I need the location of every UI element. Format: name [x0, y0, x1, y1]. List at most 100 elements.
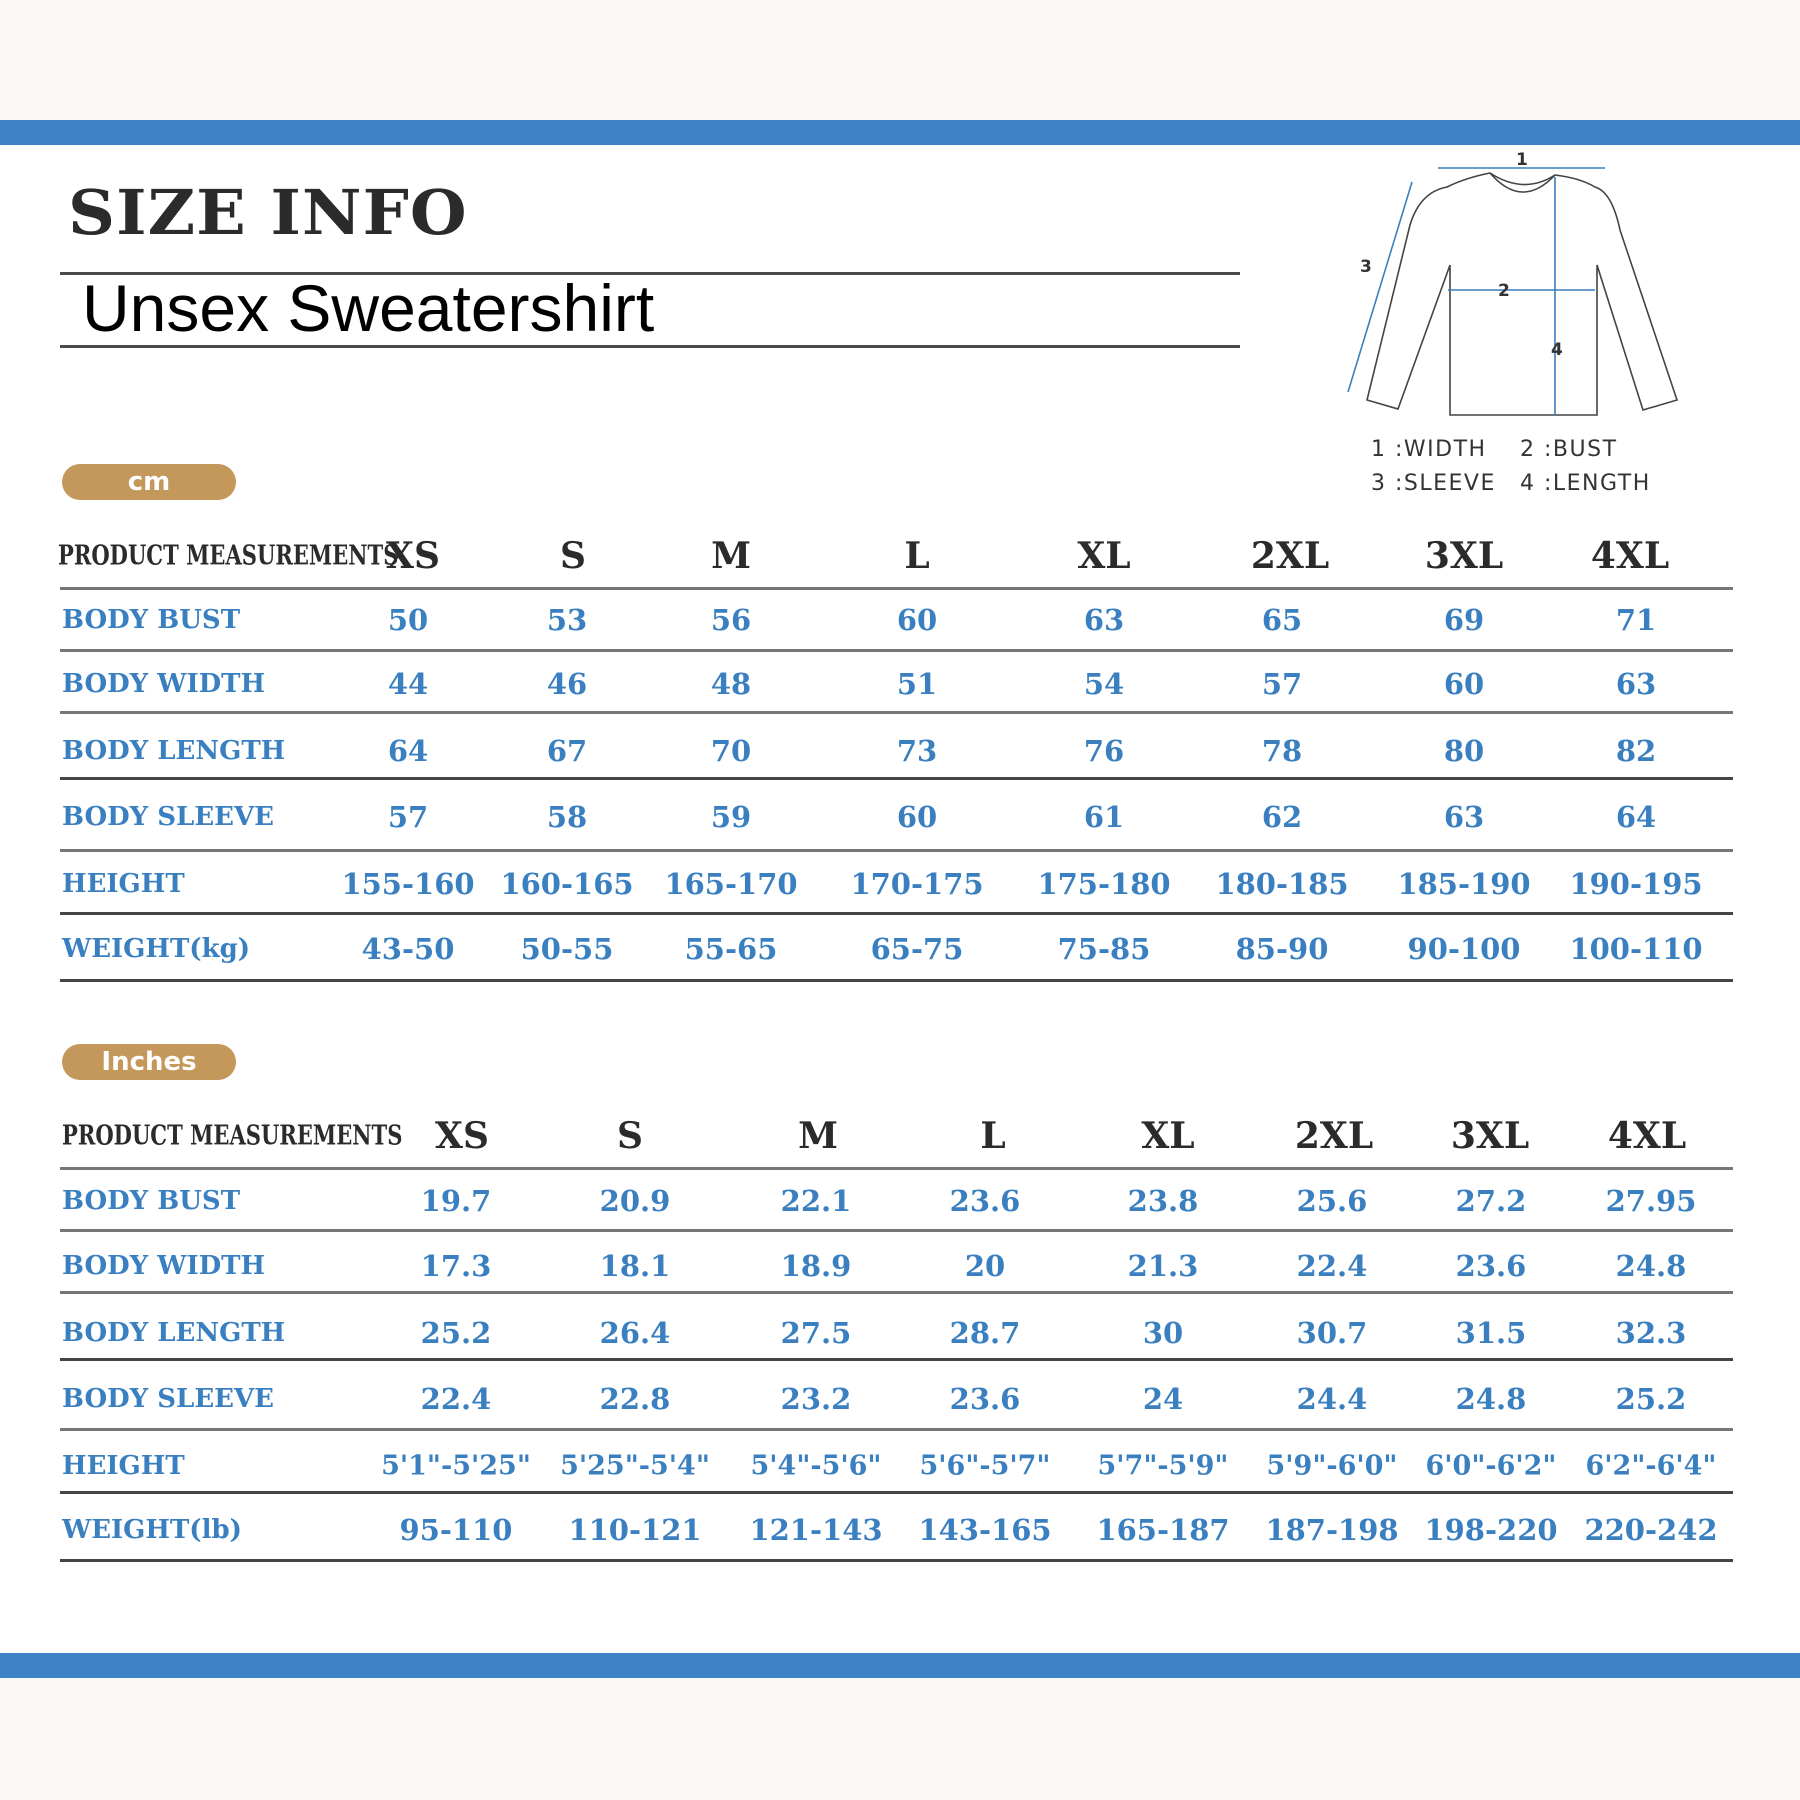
table-cell: 100-110 — [1569, 932, 1703, 966]
row-divider — [60, 849, 1733, 852]
table-cell: 5'6"-5'7" — [919, 1450, 1051, 1482]
page-background — [0, 145, 1800, 1653]
table-cell: 198-220 — [1424, 1513, 1558, 1547]
table-cell: 64 — [1615, 800, 1657, 834]
marker-4: 4 — [1551, 340, 1563, 360]
row-divider — [60, 1559, 1733, 1562]
row-label-body-bust: BODY BUST — [62, 605, 241, 635]
row-label-body-width: BODY WIDTH — [62, 669, 266, 699]
table-cell: 19.7 — [420, 1184, 492, 1218]
table-cell: 67 — [546, 734, 588, 768]
size-header-m: M — [711, 535, 751, 577]
row-divider — [60, 649, 1733, 652]
table-cell: 25.6 — [1296, 1184, 1368, 1218]
table-cell: 165-170 — [664, 867, 798, 901]
table-cell: 24 — [1142, 1382, 1184, 1416]
row-label-body-sleeve: BODY SLEEVE — [62, 1384, 274, 1414]
table-cell: 23.6 — [949, 1382, 1021, 1416]
table-cell: 17.3 — [420, 1249, 492, 1283]
table-cell: 58 — [546, 800, 588, 834]
size-header-xl: XL — [1141, 1115, 1195, 1157]
bottom-accent-bar — [0, 1653, 1800, 1678]
row-label-weight-lb: WEIGHT(lb) — [62, 1515, 242, 1545]
row-divider — [60, 1428, 1733, 1431]
table-cell: 5'25"-5'4" — [560, 1450, 710, 1482]
unit-badge-cm: cm — [62, 464, 236, 500]
table-cell: 30.7 — [1296, 1316, 1368, 1350]
table-cell: 143-165 — [918, 1513, 1052, 1547]
table-cell: 85-90 — [1235, 932, 1329, 966]
size-header-m: M — [798, 1115, 838, 1157]
table-cell: 23.8 — [1127, 1184, 1199, 1218]
table-cell: 22.4 — [420, 1382, 492, 1416]
table-cell: 20.9 — [599, 1184, 671, 1218]
row-label-body-length: BODY LENGTH — [62, 736, 286, 766]
table-cell: 44 — [387, 667, 429, 701]
top-accent-bar — [0, 120, 1800, 145]
table-cell: 22.1 — [780, 1184, 852, 1218]
table-cell: 59 — [710, 800, 752, 834]
row-divider — [60, 1291, 1733, 1294]
table-cell: 22.8 — [599, 1382, 671, 1416]
table-cell: 50-55 — [520, 932, 614, 966]
row-divider — [60, 912, 1733, 915]
table-cell: 55-65 — [684, 932, 778, 966]
table-cell: 43-50 — [361, 932, 455, 966]
table-cell: 76 — [1083, 734, 1125, 768]
table-cell: 71 — [1615, 603, 1657, 637]
row-divider — [60, 587, 1733, 590]
table-cell: 26.4 — [599, 1316, 671, 1350]
table-cell: 73 — [896, 734, 938, 768]
table-cell: 61 — [1083, 800, 1125, 834]
table-cell: 57 — [387, 800, 429, 834]
table-cell: 63 — [1443, 800, 1485, 834]
header-product-measurements: PRODUCT MEASUREMENTS — [62, 1120, 403, 1152]
size-header-2xl: 2XL — [1294, 1115, 1374, 1157]
sleeve-arrow — [1347, 181, 1413, 393]
table-cell: 22.4 — [1296, 1249, 1368, 1283]
sweatshirt-outline — [1366, 172, 1679, 416]
table-cell: 60 — [896, 603, 938, 637]
row-label-weight-kg: WEIGHT(kg) — [62, 934, 251, 964]
table-cell: 155-160 — [341, 867, 475, 901]
table-cell: 69 — [1443, 603, 1485, 637]
table-cell: 32.3 — [1615, 1316, 1687, 1350]
table-cell: 5'1"-5'25" — [381, 1450, 531, 1482]
table-cell: 75-85 — [1057, 932, 1151, 966]
size-header-xs: XS — [386, 535, 440, 577]
header-product-measurements: PRODUCT MEASUREMENTS — [58, 540, 399, 572]
table-cell: 25.2 — [1615, 1382, 1687, 1416]
table-cell: 18.9 — [780, 1249, 852, 1283]
table-cell: 23.6 — [949, 1184, 1021, 1218]
row-label-height: HEIGHT — [62, 869, 185, 899]
row-divider — [60, 777, 1733, 780]
table-cell: 220-242 — [1584, 1513, 1718, 1547]
table-cell: 95-110 — [399, 1513, 513, 1547]
table-cell: 54 — [1083, 667, 1125, 701]
size-header-xl: XL — [1077, 535, 1131, 577]
row-divider — [60, 979, 1733, 982]
table-cell: 5'7"-5'9" — [1097, 1450, 1229, 1482]
table-cell: 180-185 — [1215, 867, 1349, 901]
unit-badge-inches: Inches — [62, 1044, 236, 1080]
table-cell: 60 — [896, 800, 938, 834]
table-cell: 31.5 — [1455, 1316, 1527, 1350]
title-divider-top — [60, 272, 1240, 275]
size-header-4xl: 4XL — [1607, 1115, 1687, 1157]
table-cell: 80 — [1443, 734, 1485, 768]
table-cell: 185-190 — [1397, 867, 1531, 901]
size-header-3xl: 3XL — [1450, 1115, 1530, 1157]
table-cell: 53 — [546, 603, 588, 637]
row-label-body-sleeve: BODY SLEEVE — [62, 802, 274, 832]
row-label-body-width: BODY WIDTH — [62, 1251, 266, 1281]
row-divider — [60, 1229, 1733, 1232]
size-header-l: L — [904, 535, 930, 577]
table-cell: 70 — [710, 734, 752, 768]
row-divider — [60, 711, 1733, 714]
table-cell: 5'9"-6'0" — [1266, 1450, 1398, 1482]
table-cell: 24.4 — [1296, 1382, 1368, 1416]
size-header-xs: XS — [435, 1115, 489, 1157]
table-cell: 20 — [964, 1249, 1006, 1283]
marker-1: 1 — [1516, 150, 1528, 170]
table-cell: 62 — [1261, 800, 1303, 834]
